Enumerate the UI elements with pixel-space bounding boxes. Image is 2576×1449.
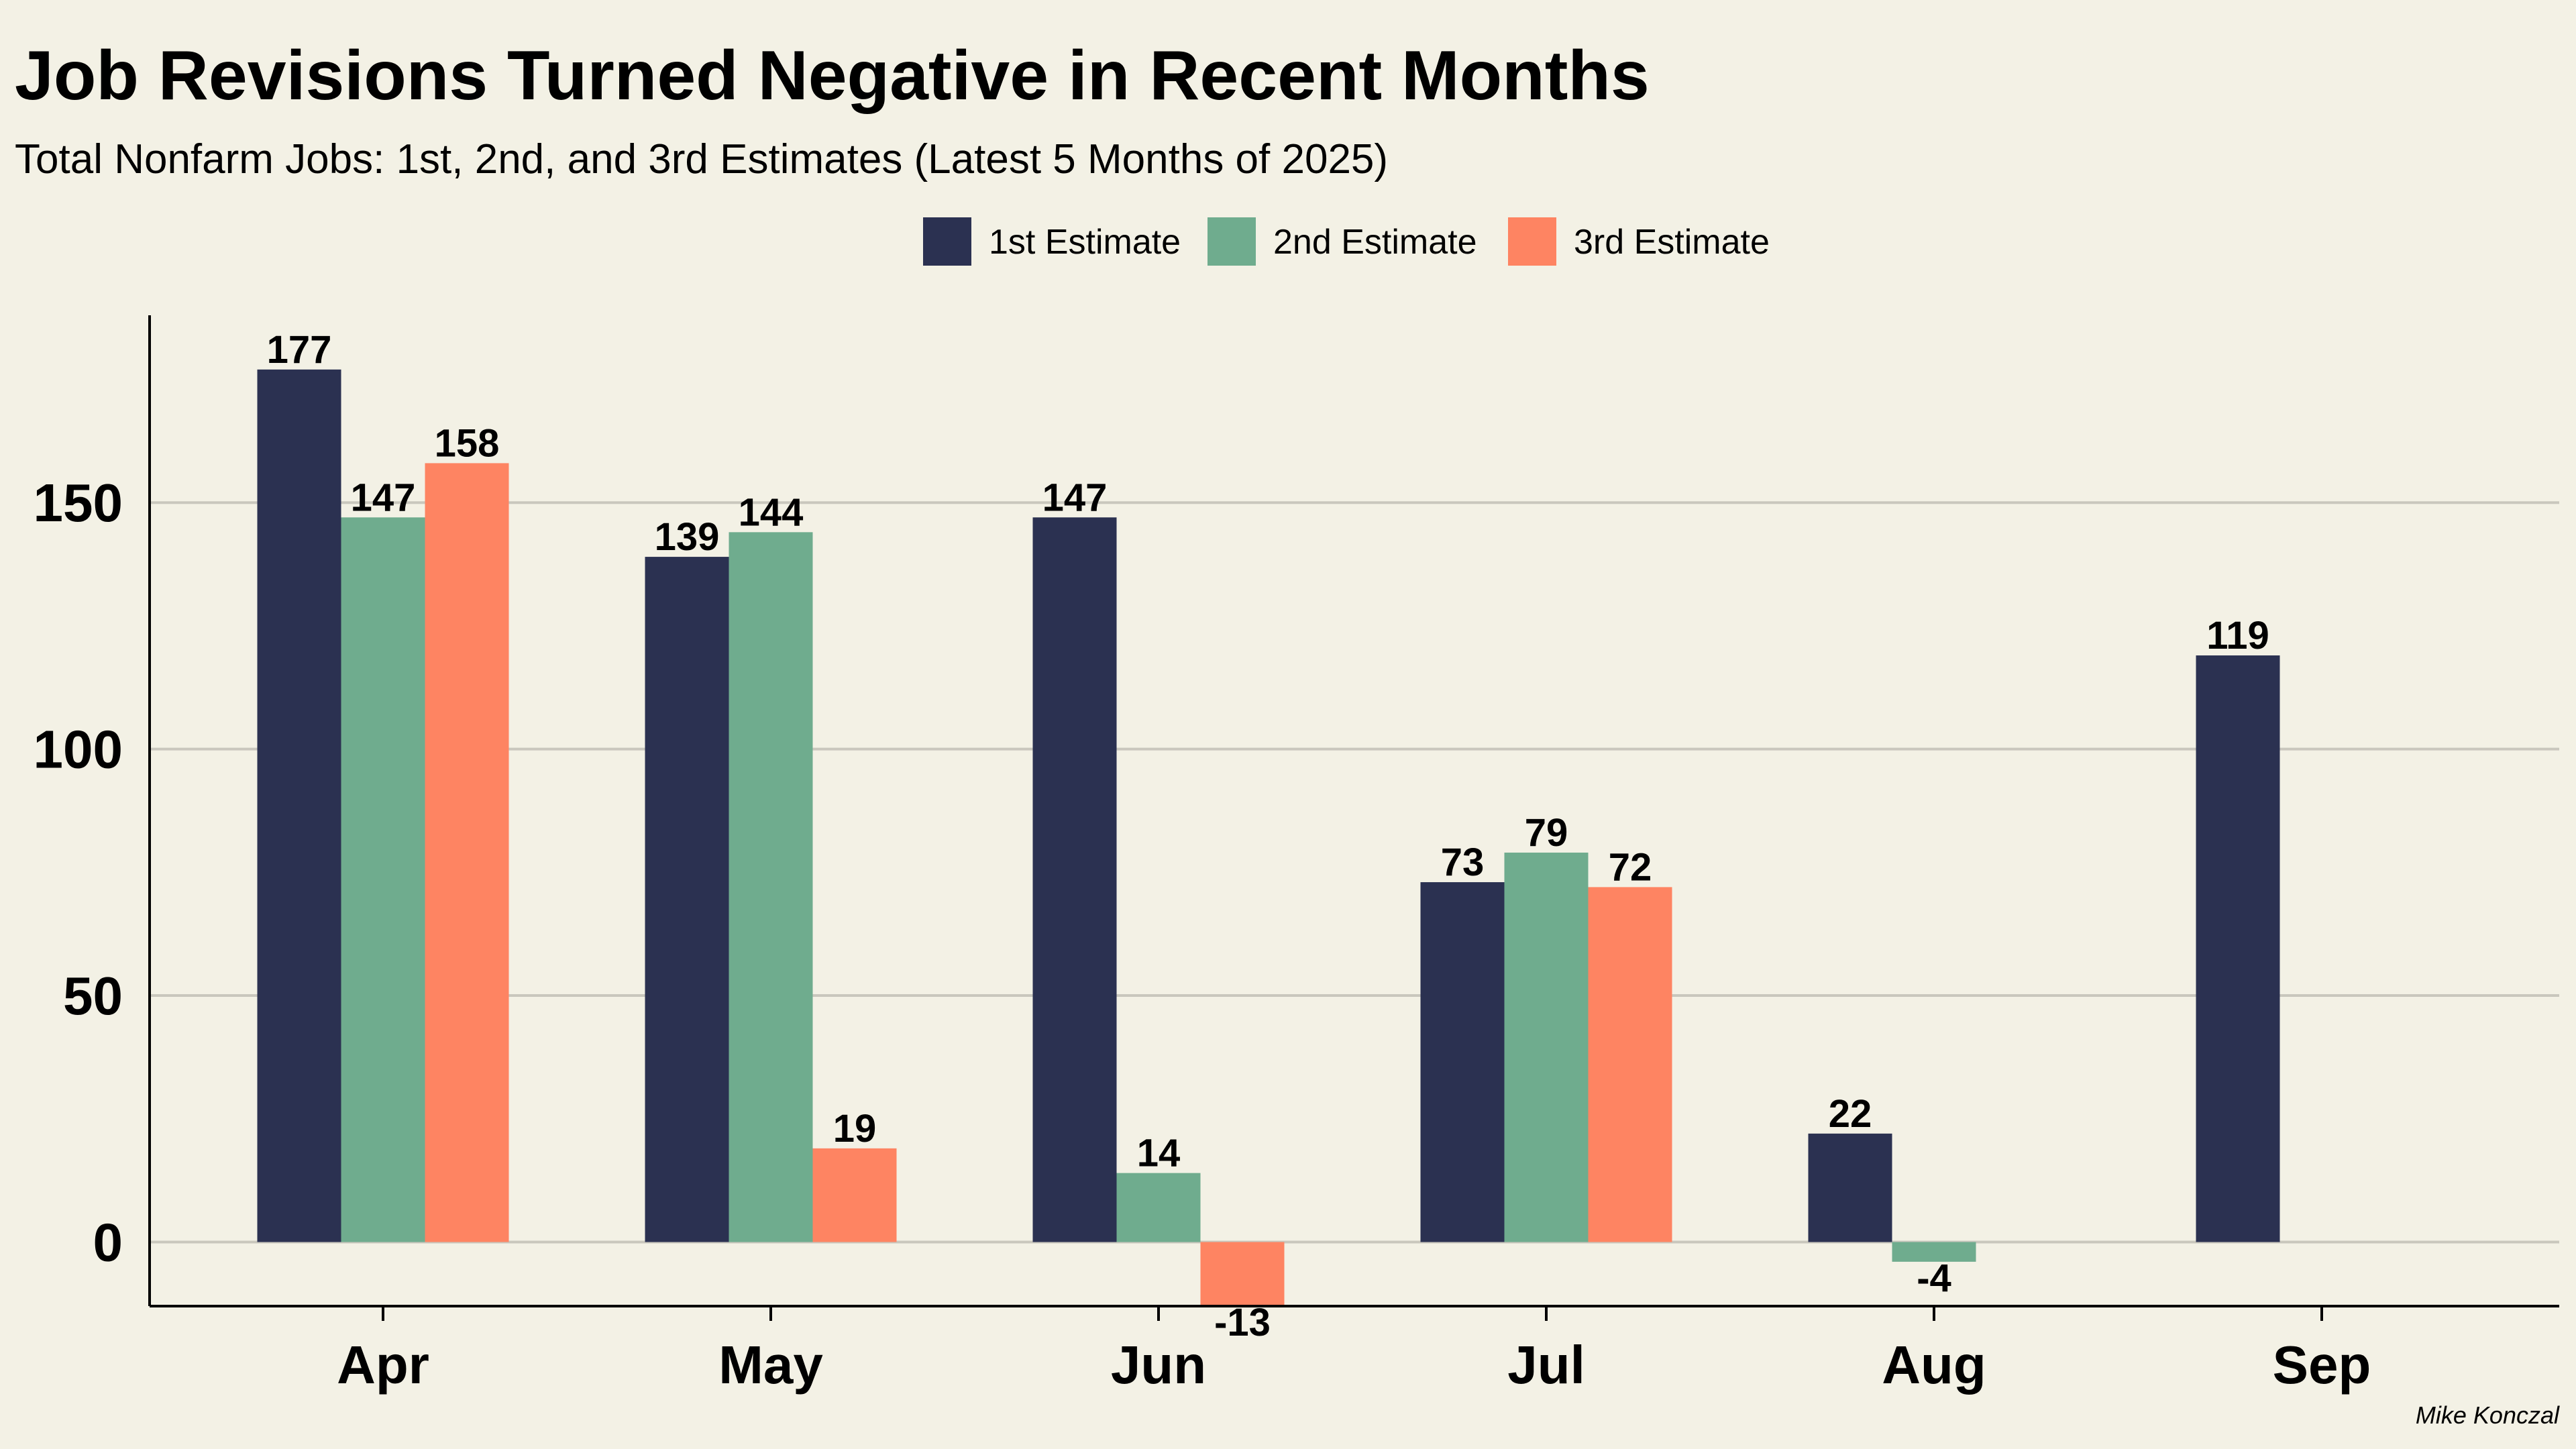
legend-label: 3rd Estimate — [1574, 223, 1770, 262]
bar-apr-1 — [257, 369, 341, 1242]
y-tick-label: 0 — [93, 1212, 123, 1272]
x-tick-label: Apr — [337, 1335, 429, 1395]
chart-subtitle: Total Nonfarm Jobs: 1st, 2nd, and 3rd Es… — [15, 136, 1388, 182]
data-label: 19 — [833, 1107, 877, 1150]
data-label: -4 — [1917, 1256, 1951, 1300]
gridlines — [150, 501, 2559, 1244]
data-label: 72 — [1609, 845, 1652, 889]
bar-jun-3 — [1200, 1242, 1285, 1306]
data-label: 144 — [739, 490, 804, 534]
legend-label: 2nd Estimate — [1273, 223, 1477, 262]
credit: Mike Konczal — [2416, 1401, 2560, 1429]
data-label: 119 — [2206, 614, 2269, 657]
data-label: 73 — [1441, 841, 1485, 884]
bar-aug-1 — [1808, 1133, 1892, 1242]
legend-swatch — [1208, 217, 1256, 266]
bar-sep-1 — [2196, 655, 2280, 1242]
data-label: -13 — [1214, 1301, 1271, 1344]
data-label: 139 — [655, 515, 720, 559]
bar-jul-2 — [1504, 852, 1589, 1242]
legend-swatch — [1508, 217, 1556, 266]
axes: 0 50 100 150 Apr May Jun Jul Aug Sep — [34, 315, 2559, 1395]
x-tick-label: Jul — [1507, 1335, 1585, 1395]
chart-title: Job Revisions Turned Negative in Recent … — [15, 37, 1650, 115]
bar-apr-3 — [425, 463, 509, 1242]
data-label: 158 — [435, 421, 500, 465]
data-label: 14 — [1137, 1132, 1181, 1175]
x-tick-label: Jun — [1111, 1335, 1206, 1395]
bar-jul-3 — [1588, 887, 1672, 1242]
y-tick-label: 50 — [63, 966, 123, 1026]
legend-label: 1st Estimate — [989, 223, 1181, 262]
bars: 177 147 158 139 144 19 147 14 -13 73 79 72 22 -4 119 — [257, 328, 2280, 1344]
bar-may-1 — [645, 557, 729, 1242]
data-label: 147 — [351, 476, 416, 519]
x-tick-label: May — [718, 1335, 823, 1395]
bar-jun-1 — [1032, 517, 1117, 1242]
bar-may-3 — [812, 1148, 897, 1242]
bar-may-2 — [729, 532, 813, 1242]
data-label: 79 — [1525, 811, 1568, 855]
bar-jun-2 — [1116, 1173, 1201, 1242]
y-tick-label: 150 — [34, 473, 123, 533]
bar-aug-2 — [1892, 1242, 1976, 1262]
bar-apr-2 — [341, 517, 425, 1242]
y-tick-label: 100 — [34, 720, 123, 780]
data-label: 177 — [267, 328, 332, 372]
x-tick-label: Sep — [2273, 1335, 2371, 1395]
legend: 1st Estimate 2nd Estimate 3rd Estimate — [923, 217, 1770, 266]
data-label: 147 — [1042, 476, 1108, 519]
x-tick-label: Aug — [1882, 1335, 1986, 1395]
data-label: 22 — [1829, 1092, 1872, 1136]
legend-swatch — [923, 217, 971, 266]
bar-jul-1 — [1420, 882, 1505, 1242]
